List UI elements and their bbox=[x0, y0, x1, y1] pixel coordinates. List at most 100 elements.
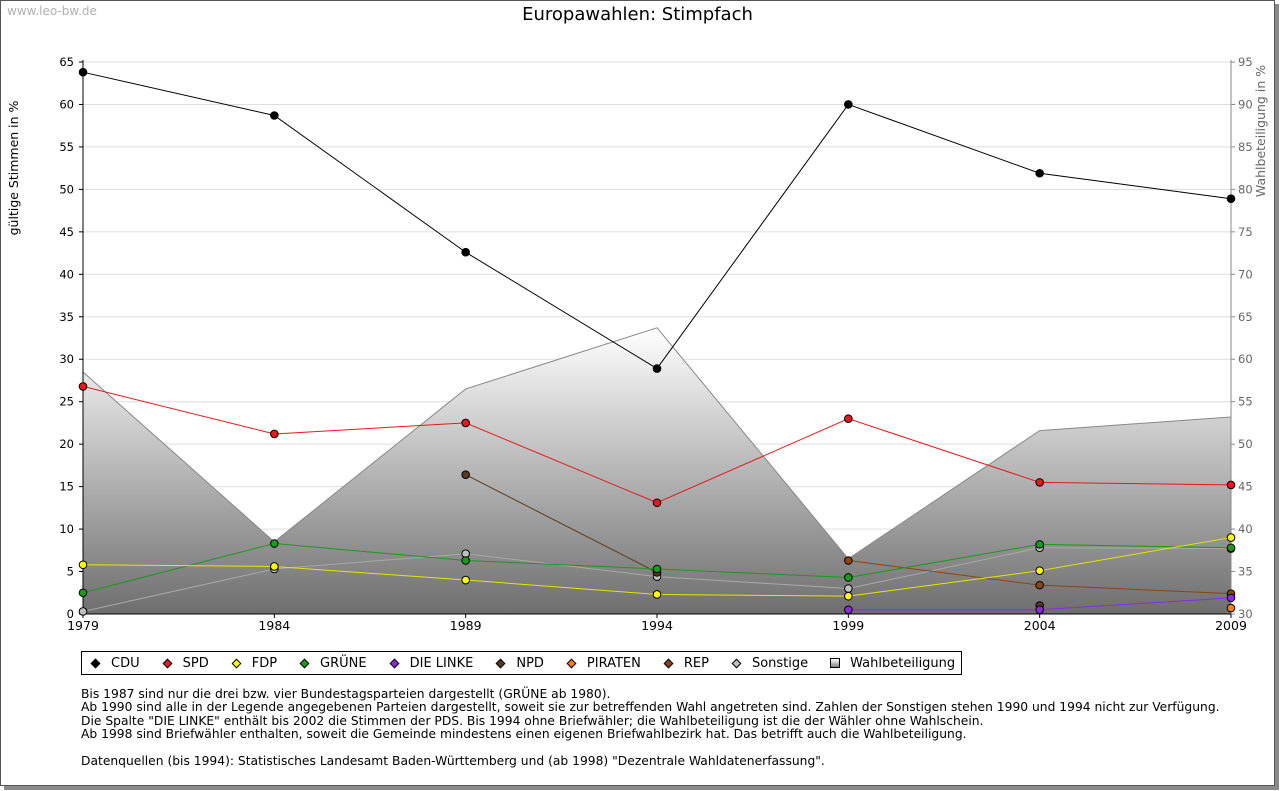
point-cdu bbox=[1226, 194, 1236, 204]
legend-marker-piraten bbox=[566, 658, 577, 668]
point-cdu bbox=[78, 67, 88, 77]
y-tick-label: 25 bbox=[59, 395, 74, 409]
legend-item-spd: SPD bbox=[160, 656, 209, 671]
y2-tick-label: 80 bbox=[1238, 182, 1253, 196]
point-cdu bbox=[844, 100, 853, 109]
y-tick-label: 15 bbox=[59, 480, 74, 494]
point-npd bbox=[461, 470, 470, 480]
y2-tick-label: 65 bbox=[1238, 310, 1253, 324]
y2-tick-label: 85 bbox=[1238, 140, 1253, 154]
point-spd bbox=[461, 418, 470, 428]
y2-tick-label: 55 bbox=[1238, 395, 1253, 409]
point-cdu bbox=[461, 247, 470, 257]
point-gr-ne bbox=[1035, 540, 1044, 549]
point-fdp bbox=[270, 562, 279, 571]
legend-item-wahlbeteiligung: Wahlbeteiligung bbox=[828, 656, 955, 671]
y2-tick-label: 50 bbox=[1238, 437, 1253, 451]
watermark: www.leo-bw.de bbox=[7, 4, 97, 18]
note-line: Datenquellen (bis 1994): Statistisches L… bbox=[81, 753, 825, 768]
y2-tick-label: 60 bbox=[1238, 352, 1253, 366]
y-tick-label: 5 bbox=[67, 565, 74, 579]
point-gr-ne bbox=[1226, 543, 1236, 553]
y-tick-label: 30 bbox=[59, 352, 74, 366]
legend-marker-rep bbox=[663, 658, 674, 668]
point-spd bbox=[78, 382, 88, 391]
legend-marker-cdu bbox=[90, 658, 101, 668]
y2-axis-label: Wahlbeteiligung in % bbox=[1253, 65, 1268, 197]
chart-notes: Bis 1987 sind nur die drei bzw. vier Bun… bbox=[81, 687, 1220, 768]
legend-marker-spd bbox=[162, 658, 173, 668]
legend-marker-wahlbeteiligung bbox=[830, 658, 841, 668]
point-gr-ne bbox=[270, 539, 279, 548]
x-tick-label: 1994 bbox=[641, 618, 673, 633]
legend-item-fdp: FDP bbox=[229, 656, 277, 671]
series-line-cdu bbox=[82, 71, 1232, 370]
legend-marker-sonstige bbox=[731, 658, 742, 668]
point-rep bbox=[1035, 580, 1044, 590]
legend-item-sonstige: Sonstige bbox=[729, 656, 808, 671]
chart-legend: CDU SPD FDP GRÜNE DIE LINKE NPD PIRATEN REP Sons… bbox=[81, 651, 963, 675]
y2-tick-label: 35 bbox=[1238, 565, 1253, 579]
point-spd bbox=[1226, 480, 1236, 490]
chart-plot: 0 5 10 15 20 25 30 35 40 45 50 55 60 65 30 35 40 45 50 55 60… bbox=[6, 55, 1268, 633]
note-line: Ab 1990 sind alle in der Legende angegeb… bbox=[81, 700, 1220, 715]
point-spd bbox=[652, 498, 662, 508]
legend-label: Wahlbeteiligung bbox=[850, 655, 956, 671]
point-gr-ne bbox=[78, 588, 88, 598]
note-line: Die Spalte "DIE LINKE" enthält bis 2002 … bbox=[81, 713, 984, 728]
point-fdp bbox=[1035, 566, 1044, 575]
x-tick-label: 1999 bbox=[832, 618, 864, 633]
legend-label: FDP bbox=[251, 655, 278, 671]
point-piraten bbox=[1226, 603, 1236, 613]
y-tick-label: 35 bbox=[59, 310, 74, 324]
note-line: Ab 1998 sind Briefwähler enthalten, sowe… bbox=[81, 727, 967, 742]
legend-label: SPD bbox=[182, 655, 209, 671]
legend-item-cdu: CDU bbox=[88, 656, 140, 671]
legend-label: GRÜNE bbox=[320, 655, 367, 671]
y2-tick-label: 90 bbox=[1238, 97, 1253, 111]
y-tick-label: 60 bbox=[59, 97, 74, 111]
y2-tick-label: 95 bbox=[1238, 55, 1253, 69]
point-fdp bbox=[652, 590, 662, 599]
x-tick-label: 2004 bbox=[1024, 618, 1056, 633]
point-spd bbox=[270, 429, 279, 439]
y-tick-label: 20 bbox=[59, 437, 74, 451]
legend-item-gr-ne: GRÜNE bbox=[297, 656, 367, 671]
point-spd bbox=[1035, 478, 1044, 487]
point-fdp bbox=[78, 560, 88, 570]
x-tick-label: 1984 bbox=[258, 618, 290, 633]
legend-label: Sonstige bbox=[751, 655, 809, 671]
point-rep bbox=[844, 556, 853, 565]
point-die-linke bbox=[844, 605, 853, 615]
y2-tick-label: 45 bbox=[1238, 480, 1253, 494]
point-cdu bbox=[1035, 168, 1044, 178]
point-gr-ne bbox=[652, 564, 662, 574]
point-gr-ne bbox=[844, 573, 853, 582]
legend-item-die-linke: DIE LINKE bbox=[387, 655, 474, 671]
y-tick-label: 10 bbox=[59, 522, 74, 536]
legend-item-piraten: PIRATEN bbox=[564, 656, 641, 671]
point-fdp bbox=[461, 575, 470, 585]
y-tick-label: 45 bbox=[59, 225, 74, 239]
legend-label: PIRATEN bbox=[586, 655, 641, 671]
legend-label: DIE LINKE bbox=[409, 655, 474, 671]
y-tick-label: 0 bbox=[67, 607, 74, 621]
note-spacer bbox=[81, 742, 1220, 755]
point-spd bbox=[844, 414, 853, 423]
legend-marker-gr-ne bbox=[299, 658, 310, 668]
y2-tick-label: 40 bbox=[1238, 522, 1253, 536]
point-fdp bbox=[844, 591, 853, 601]
point-cdu bbox=[652, 364, 662, 373]
point-cdu bbox=[270, 111, 279, 120]
point-gr-ne bbox=[461, 556, 470, 565]
x-tick-label: 1979 bbox=[67, 618, 99, 633]
legend-marker-npd bbox=[495, 658, 506, 668]
x-tick-label: 1989 bbox=[450, 618, 482, 633]
note-line: Bis 1987 sind nur die drei bzw. vier Bun… bbox=[81, 687, 611, 701]
legend-label: CDU bbox=[111, 655, 140, 671]
point-die-linke bbox=[1035, 605, 1044, 615]
y2-tick-label: 30 bbox=[1238, 607, 1253, 621]
legend-label: NPD bbox=[516, 655, 544, 671]
legend-item-rep: REP bbox=[661, 656, 709, 671]
